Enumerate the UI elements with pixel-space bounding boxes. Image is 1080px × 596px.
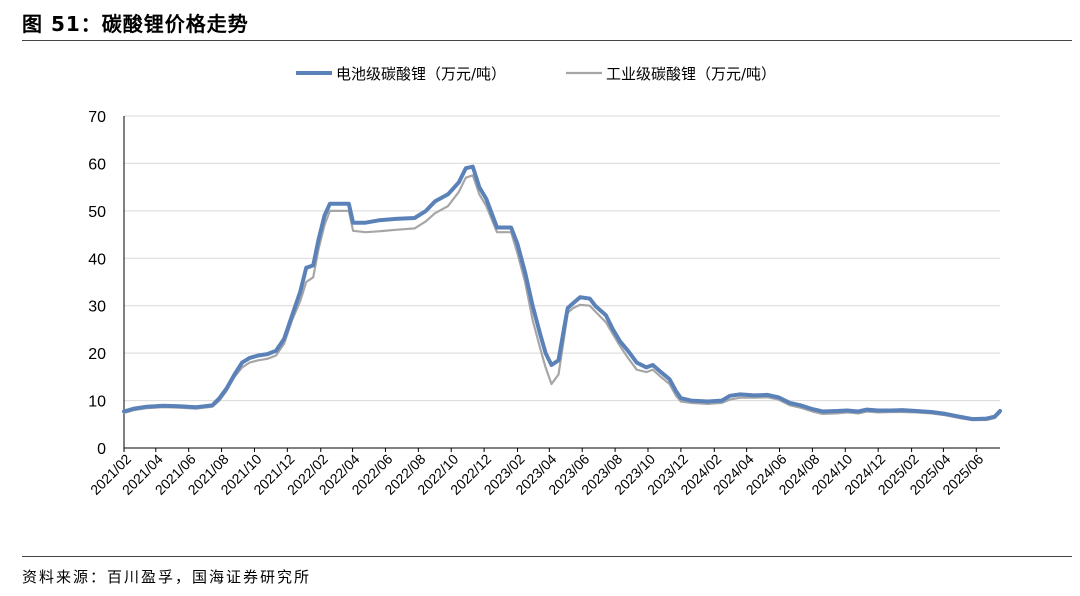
source-note: 资料来源：百川盈孚，国海证券研究所 bbox=[22, 568, 312, 586]
axes bbox=[123, 116, 1000, 452]
series-lines bbox=[122, 164, 1002, 422]
y-tick-label: 70 bbox=[88, 109, 106, 126]
y-tick-label: 50 bbox=[88, 204, 106, 221]
x-tick-labels: 2021/022021/042021/062021/082021/102021/… bbox=[87, 451, 987, 498]
legend-label: 工业级碳酸锂（万元/吨） bbox=[606, 65, 776, 83]
y-tick-label: 30 bbox=[88, 299, 106, 316]
legend: 电池级碳酸锂（万元/吨） 工业级碳酸锂（万元/吨） bbox=[296, 65, 776, 83]
series-line-battery-grade bbox=[122, 164, 1002, 422]
top-divider bbox=[22, 40, 1072, 41]
y-tick-label: 0 bbox=[97, 441, 106, 458]
figure-title: 图 51：碳酸锂价格走势 bbox=[22, 12, 249, 36]
chart-area: 0 10 20 30 40 50 60 70 2021/022021/042021/06202… bbox=[87, 65, 1002, 498]
y-tick-label: 40 bbox=[88, 251, 106, 268]
bottom-divider bbox=[22, 556, 1072, 557]
y-tick-label: 20 bbox=[88, 346, 106, 363]
y-tick-label: 10 bbox=[88, 394, 106, 411]
legend-label: 电池级碳酸锂（万元/吨） bbox=[336, 65, 506, 83]
y-tick-label: 60 bbox=[88, 156, 106, 173]
y-tick-labels: 0 10 20 30 40 50 60 70 bbox=[88, 109, 106, 458]
series-line-industrial-grade bbox=[122, 174, 1002, 422]
